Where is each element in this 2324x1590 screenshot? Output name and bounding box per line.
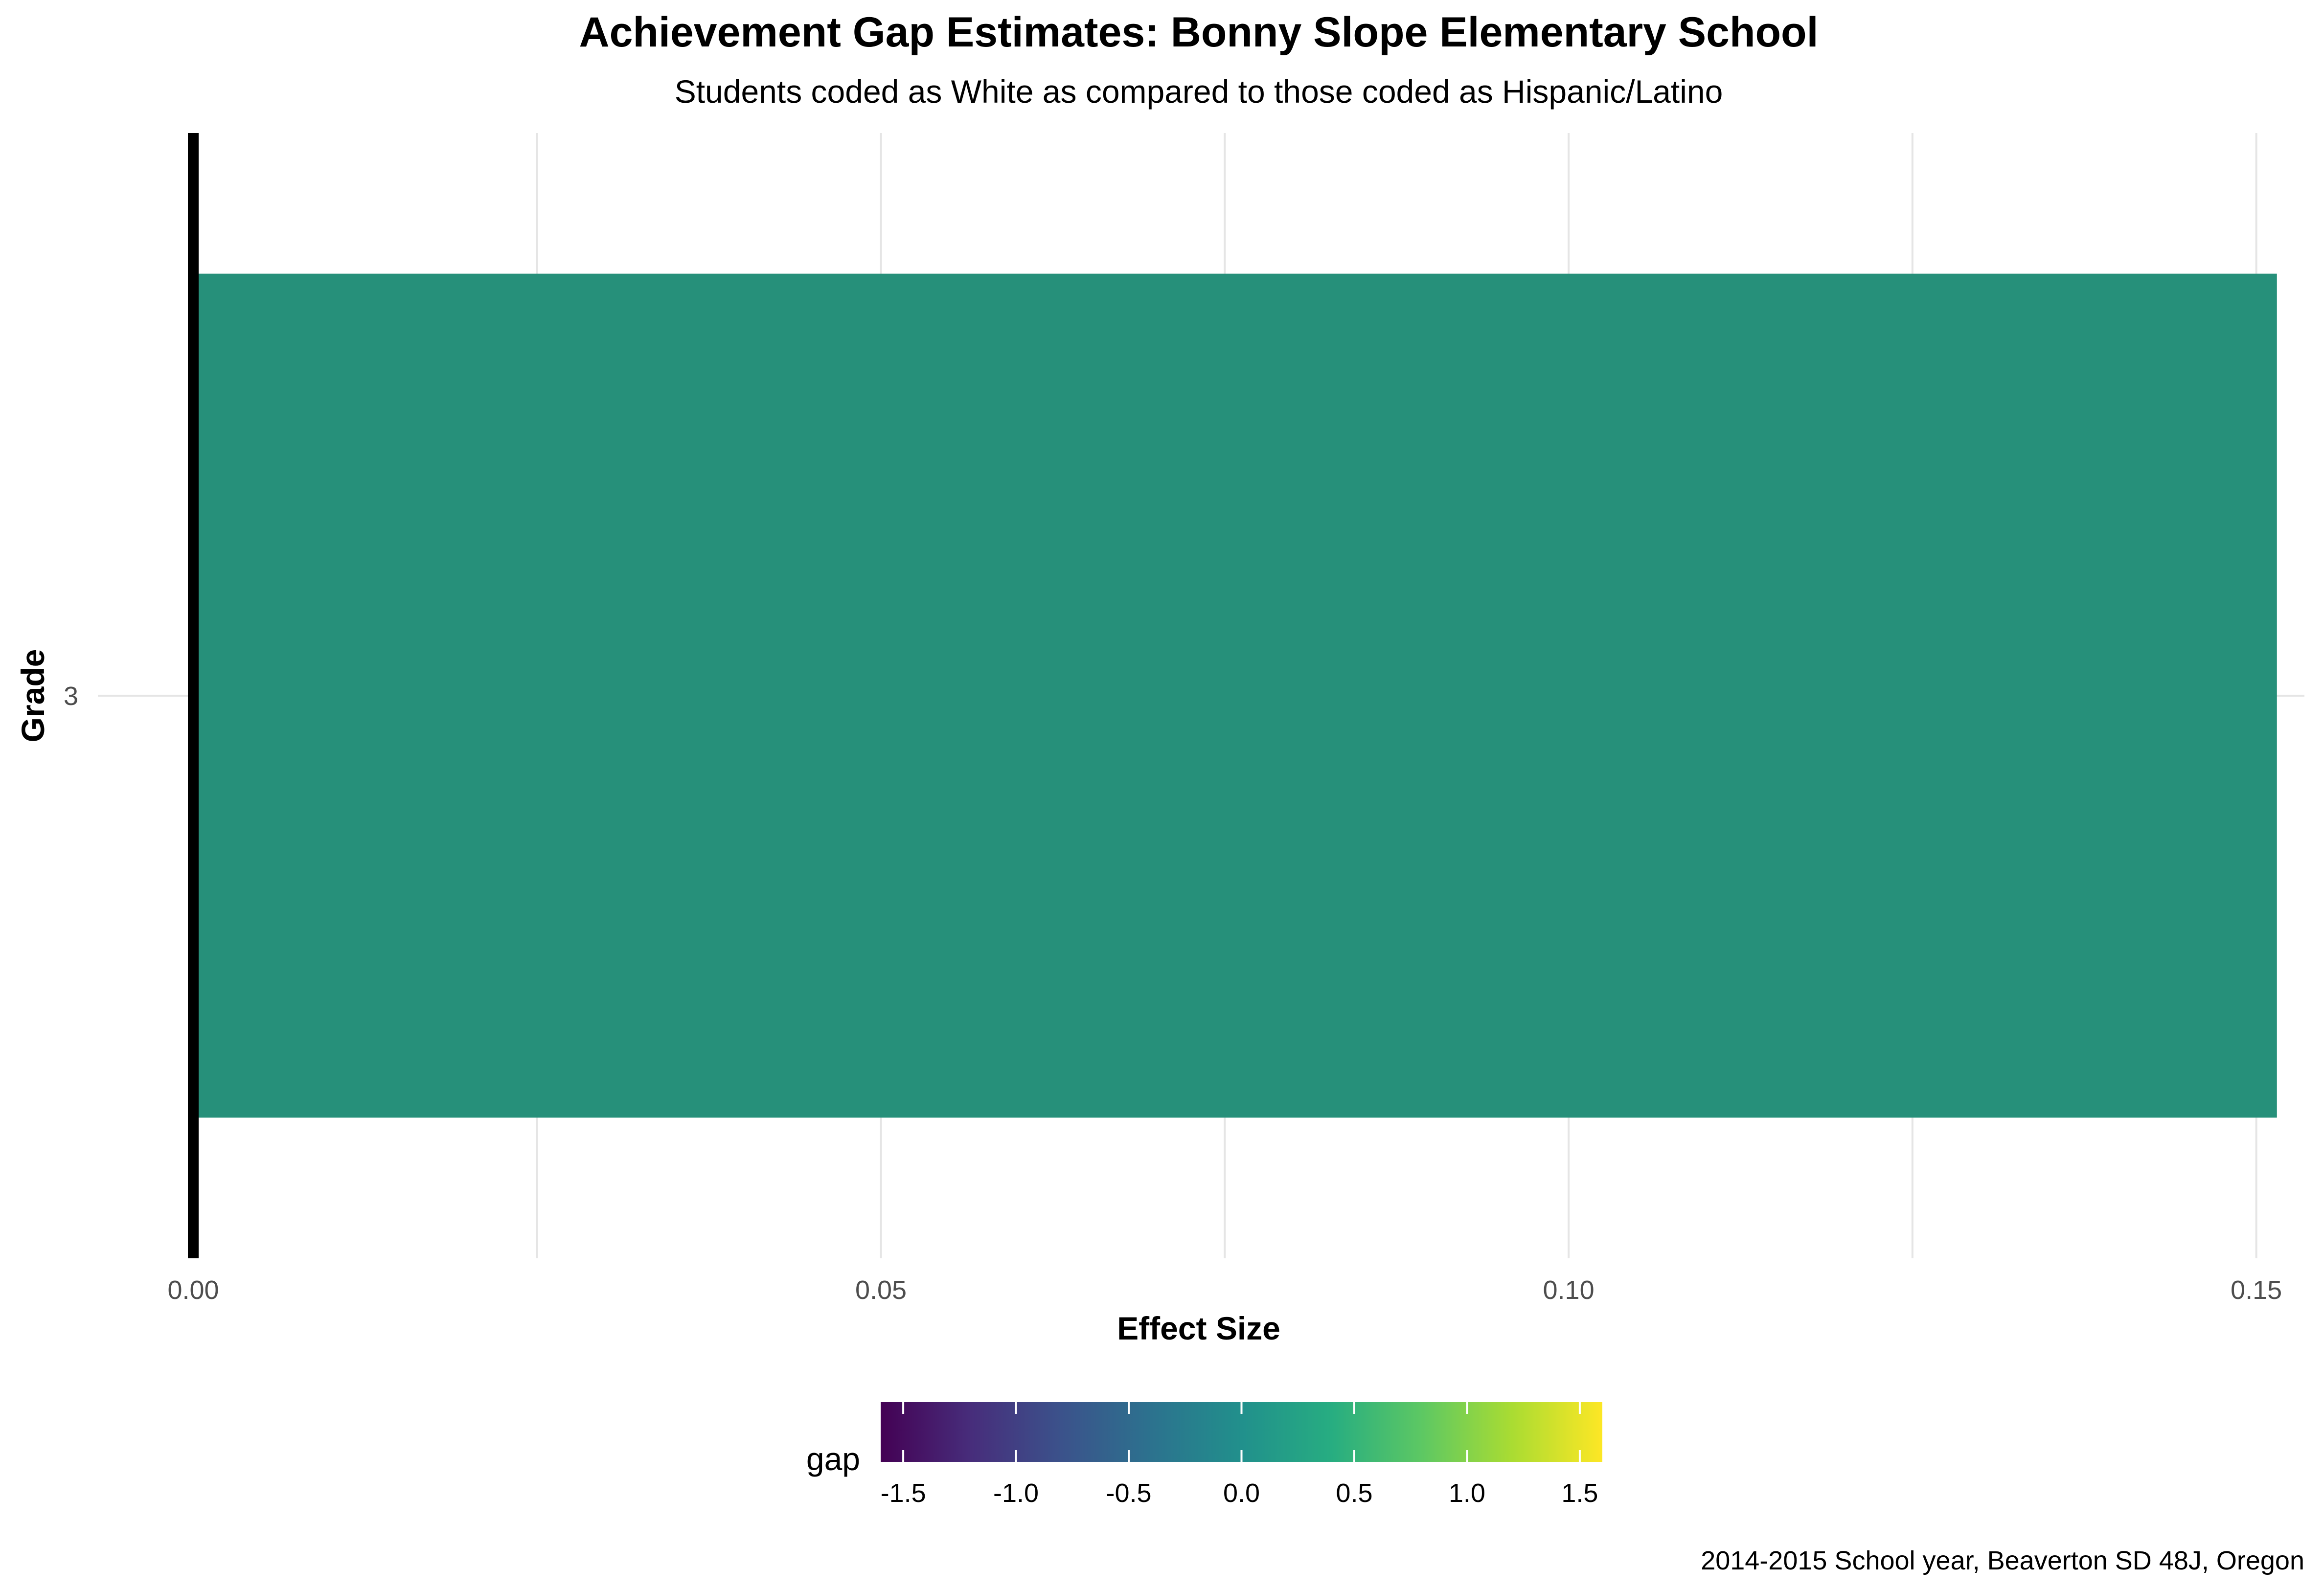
x-axis-title: Effect Size	[1117, 1310, 1280, 1346]
legend-tick-label: 0.5	[1336, 1478, 1372, 1508]
y-tick-labels: 3	[64, 681, 78, 711]
legend-ticks: -1.5 -1.0 -0.5 0.0 0.5 1.0 1.5	[881, 1402, 1598, 1508]
legend-tick-label: -0.5	[1106, 1478, 1152, 1508]
y-tick-label: 3	[64, 681, 78, 711]
chart-title: Achievement Gap Estimates: Bonny Slope E…	[579, 9, 1819, 56]
x-tick-labels: 0.00 0.05 0.10 0.15	[167, 1275, 2282, 1305]
legend-tick-label: -1.0	[993, 1478, 1039, 1508]
chart-subtitle: Students coded as White as compared to t…	[675, 73, 1723, 110]
bar	[193, 273, 2277, 1118]
bars	[188, 133, 2277, 1258]
x-tick-label: 0.05	[855, 1275, 907, 1305]
legend-title: gap	[806, 1441, 860, 1477]
y-axis-title: Grade	[15, 649, 51, 743]
chart-caption: 2014-2015 School year, Beaverton SD 48J,…	[1701, 1546, 2304, 1575]
x-tick-label: 0.00	[167, 1275, 219, 1305]
legend-tick-label: -1.5	[881, 1478, 926, 1508]
x-tick-label: 0.10	[1543, 1275, 1595, 1305]
x-tick-label: 0.15	[2231, 1275, 2282, 1305]
legend-tick-label: 1.0	[1449, 1478, 1485, 1508]
legend-tick-label: 1.5	[1561, 1478, 1598, 1508]
legend: gap -1.5 -1.0 -0.5 0.0 0.5 1.0 1.5	[806, 1402, 1602, 1508]
legend-tick-label: 0.0	[1223, 1478, 1260, 1508]
